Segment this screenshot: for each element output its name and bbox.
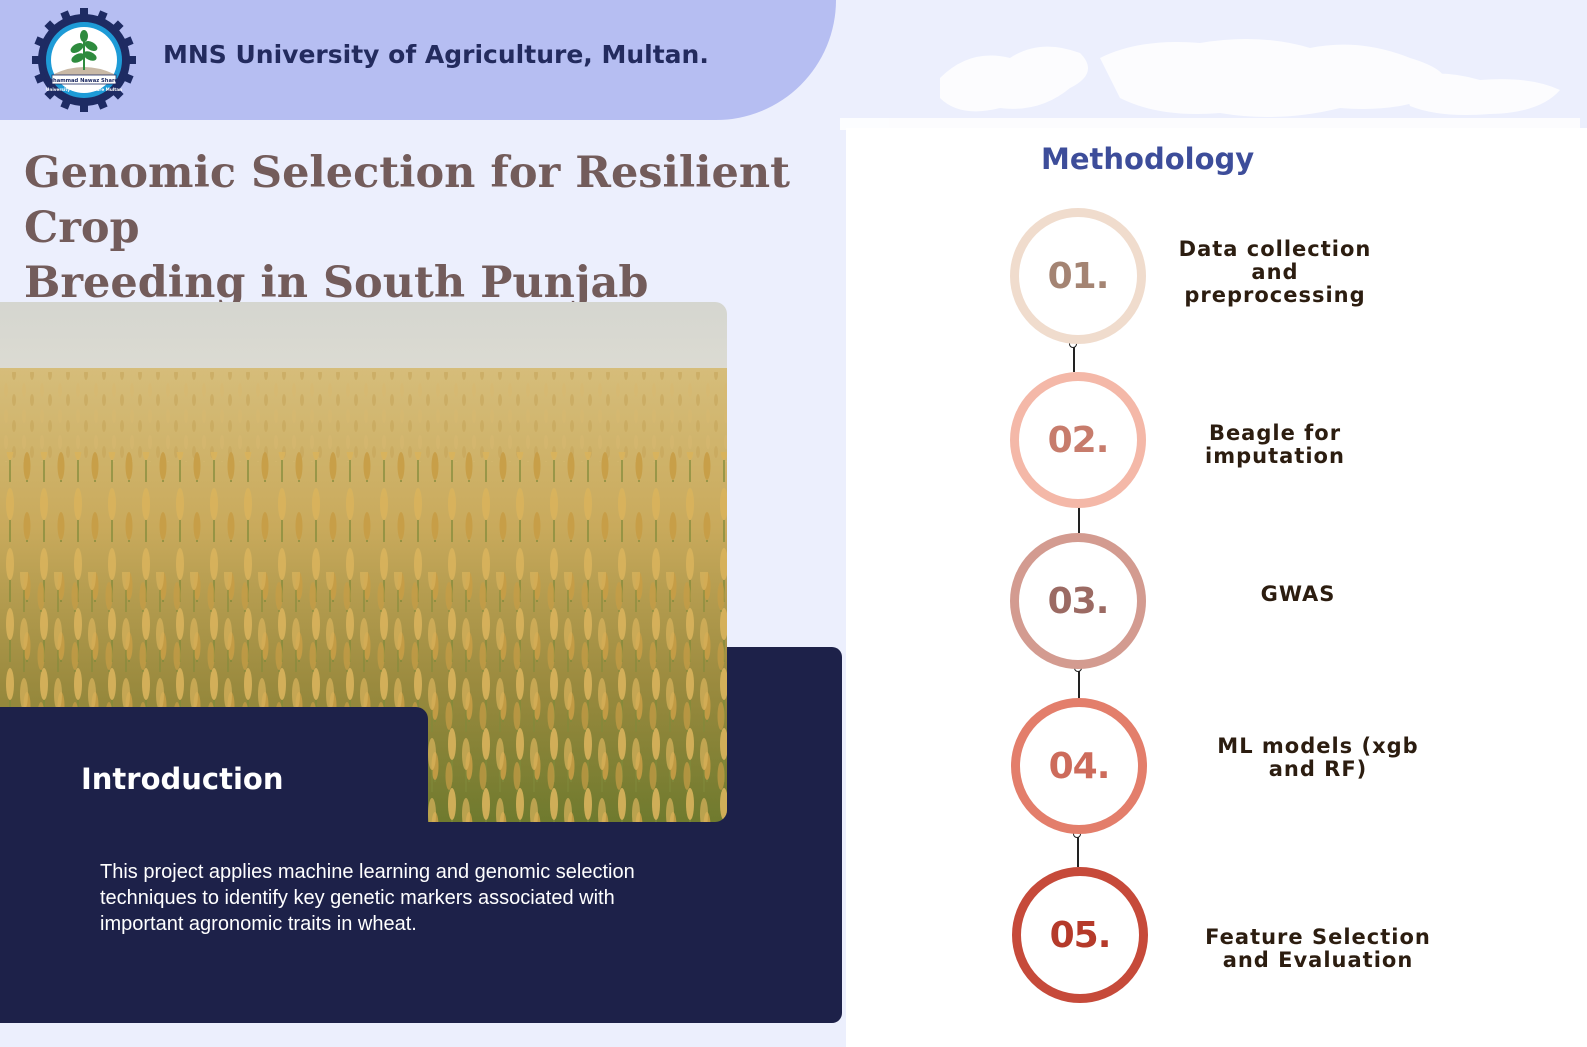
introduction-tab	[0, 707, 428, 822]
step-4-label: ML models (xgb and RF)	[1217, 734, 1419, 781]
step-5-circle: 05.	[1012, 867, 1148, 1003]
title-line-1: Genomic Selection for Resilient Crop	[24, 148, 791, 253]
step-3-label: GWAS	[1260, 582, 1336, 606]
introduction-body: This project applies machine learning an…	[100, 861, 635, 935]
connector-line	[1078, 505, 1080, 533]
step-1-label: Data collection and preprocessing	[1178, 237, 1372, 307]
step-1-number: 01.	[1047, 255, 1110, 297]
plant-icon	[70, 30, 98, 70]
step-2-label: Beagle for imputation	[1205, 421, 1345, 468]
header-band	[0, 0, 836, 120]
connector-line	[1077, 833, 1079, 867]
page-title: Genomic Selection for Resilient Crop Bre…	[24, 146, 824, 311]
logo-banner-text: University of Agriculture Multan	[46, 87, 122, 92]
university-name: MNS University of Agriculture, Multan.	[163, 40, 709, 69]
step-4-number: 04.	[1048, 745, 1111, 787]
world-map-decoration	[840, 39, 1580, 130]
step-1-circle: 01.	[1010, 208, 1146, 344]
methodology-panel	[846, 128, 1587, 1047]
step-3-circle: 03.	[1010, 533, 1146, 669]
methodology-heading: Methodology	[1041, 142, 1255, 176]
step-5-label: Feature Selection and Evaluation	[1205, 925, 1431, 972]
step-3-number: 03.	[1047, 580, 1110, 622]
step-4-circle: 04.	[1011, 698, 1147, 834]
university-logo: Muhammad Nawaz Shareef University of Agr…	[32, 8, 136, 112]
logo-arc-text: Muhammad Nawaz Shareef	[44, 78, 124, 84]
step-5-number: 05.	[1049, 914, 1112, 956]
title-line-2: Breeding in South Punjab	[24, 258, 649, 308]
step-2-number: 02.	[1047, 419, 1110, 461]
introduction-heading: Introduction	[81, 762, 284, 796]
connector-line	[1078, 667, 1080, 698]
step-2-circle: 02.	[1010, 372, 1146, 508]
connector-line	[1073, 344, 1075, 372]
